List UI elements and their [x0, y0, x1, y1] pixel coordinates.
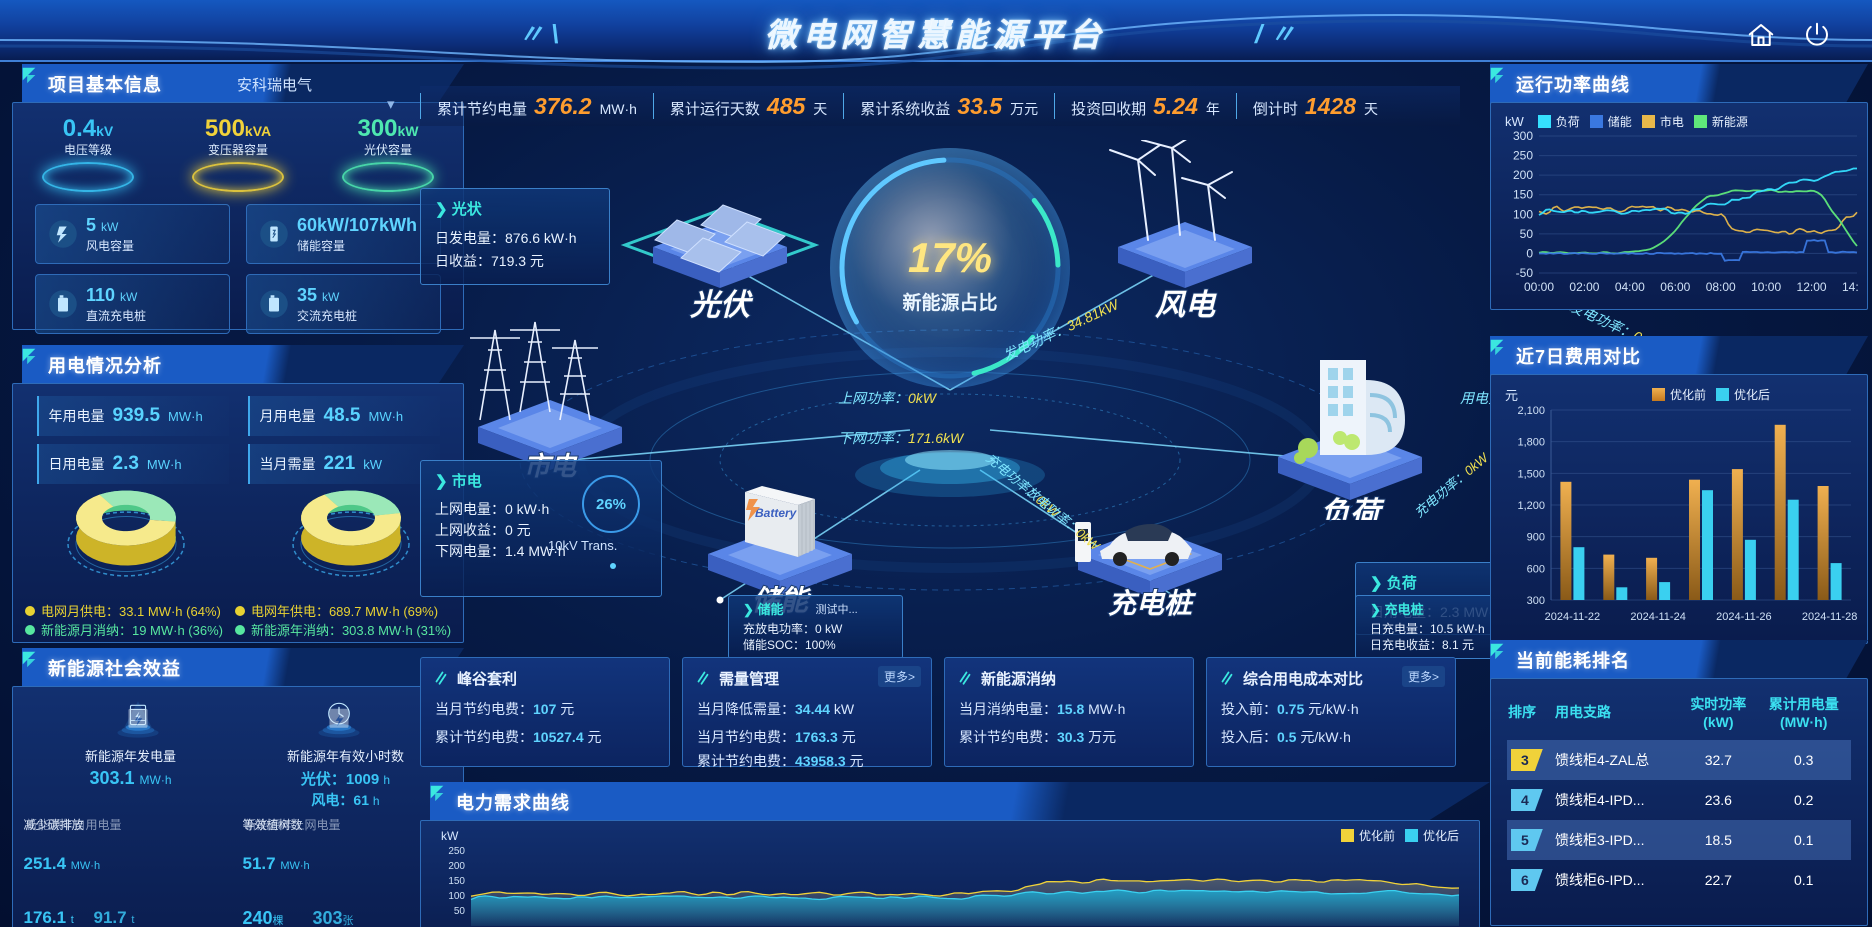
svg-text:负荷: 负荷: [1320, 497, 1385, 520]
svg-text:-50: -50: [1516, 266, 1534, 280]
svg-text:光伏: 光伏: [689, 289, 754, 322]
svg-text:1,800: 1,800: [1517, 437, 1545, 449]
svg-text:04:00: 04:00: [1615, 280, 1645, 294]
svg-text:100: 100: [1513, 207, 1533, 221]
svg-text:2024-11-24: 2024-11-24: [1630, 611, 1685, 623]
svg-text:200: 200: [1513, 168, 1533, 182]
svg-text:0: 0: [1526, 246, 1533, 260]
svg-text:250: 250: [448, 846, 465, 857]
svg-text:600: 600: [1527, 563, 1545, 575]
svg-text:00:00: 00:00: [1524, 280, 1554, 294]
svg-text:250: 250: [1513, 149, 1533, 163]
svg-text:2024-11-26: 2024-11-26: [1716, 611, 1771, 623]
svg-text:2,100: 2,100: [1517, 405, 1545, 417]
svg-text:200: 200: [448, 861, 465, 872]
svg-text:150: 150: [448, 876, 465, 887]
svg-text:1,500: 1,500: [1517, 468, 1545, 480]
svg-text:2024-11-22: 2024-11-22: [1545, 611, 1600, 623]
svg-text:300: 300: [1527, 595, 1545, 607]
svg-text:100: 100: [448, 891, 465, 902]
svg-text:08:00: 08:00: [1706, 280, 1736, 294]
svg-text:150: 150: [1513, 188, 1533, 202]
svg-text:Battery: Battery: [755, 506, 798, 520]
svg-text:2024-11-28: 2024-11-28: [1802, 611, 1857, 623]
svg-text:300: 300: [1513, 130, 1533, 143]
svg-text:06:00: 06:00: [1660, 280, 1690, 294]
svg-text:02:00: 02:00: [1569, 280, 1599, 294]
svg-text:10:00: 10:00: [1751, 280, 1781, 294]
svg-text:充电桩: 充电桩: [1108, 588, 1197, 619]
svg-text:14:00: 14:00: [1842, 280, 1859, 294]
svg-text:12:00: 12:00: [1797, 280, 1827, 294]
svg-text:50: 50: [1520, 227, 1534, 241]
svg-text:风电: 风电: [1155, 289, 1217, 322]
svg-text:50: 50: [454, 906, 466, 917]
svg-text:900: 900: [1527, 532, 1545, 544]
svg-text:1,200: 1,200: [1517, 500, 1545, 512]
